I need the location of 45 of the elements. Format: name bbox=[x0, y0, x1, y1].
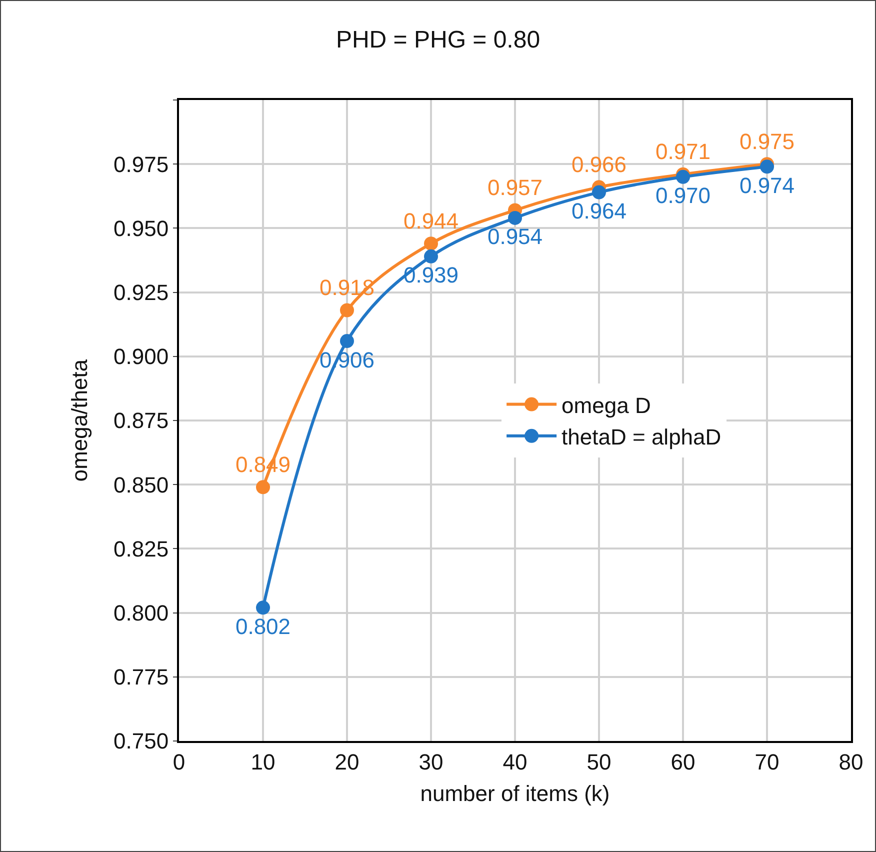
data-label: 0.964 bbox=[571, 198, 627, 224]
x-tick-label: 10 bbox=[250, 749, 276, 774]
y-tick-label: 0.900 bbox=[114, 344, 169, 370]
y-tick-label: 0.800 bbox=[114, 600, 169, 626]
point bbox=[424, 236, 438, 251]
y-tick-label: 0.775 bbox=[114, 664, 169, 690]
x-tick-label: 70 bbox=[754, 749, 780, 774]
legend-label: thetaD = alphaD bbox=[562, 424, 722, 450]
y-tick-label: 0.975 bbox=[114, 152, 169, 177]
x-tick-label: 20 bbox=[334, 749, 360, 774]
x-tick-label: 0 bbox=[172, 749, 186, 774]
data-label: 0.802 bbox=[235, 614, 291, 639]
x-axis-title: number of items (k) bbox=[420, 780, 610, 806]
data-label: 0.975 bbox=[739, 128, 795, 154]
y-tick-label: 0.750 bbox=[114, 728, 169, 754]
y-tick-label: 0.925 bbox=[114, 280, 169, 305]
data-label: 0.974 bbox=[739, 172, 795, 198]
x-tick-label: 50 bbox=[586, 749, 612, 774]
point bbox=[256, 600, 270, 615]
data-label: 0.966 bbox=[571, 152, 627, 177]
point bbox=[340, 303, 354, 318]
data-label: 0.944 bbox=[403, 208, 459, 234]
x-tick-label: 40 bbox=[502, 749, 528, 774]
data-label: 0.954 bbox=[487, 224, 543, 250]
y-tick-label: 0.825 bbox=[114, 536, 169, 562]
y-tick-label: 0.875 bbox=[114, 408, 169, 434]
point bbox=[760, 160, 774, 174]
y-tick-label: 0.850 bbox=[114, 472, 169, 498]
data-label: 0.970 bbox=[655, 183, 711, 208]
data-label: 0.957 bbox=[487, 175, 543, 200]
point bbox=[676, 170, 690, 184]
point bbox=[508, 210, 522, 225]
point bbox=[256, 480, 270, 494]
x-tick-label: 60 bbox=[670, 749, 696, 774]
y-tick-label: 0.950 bbox=[114, 216, 169, 241]
legend-label: omega D bbox=[562, 392, 651, 418]
point bbox=[340, 334, 354, 348]
data-label: 0.939 bbox=[403, 262, 459, 288]
point bbox=[424, 249, 438, 264]
chart-title: PHD = PHG = 0.80 bbox=[336, 26, 540, 54]
x-tick-label: 80 bbox=[838, 749, 864, 774]
data-label: 0.971 bbox=[655, 139, 711, 164]
point bbox=[592, 185, 606, 200]
y-axis-title: omega/theta bbox=[66, 358, 92, 482]
x-tick-label: 30 bbox=[418, 749, 444, 774]
